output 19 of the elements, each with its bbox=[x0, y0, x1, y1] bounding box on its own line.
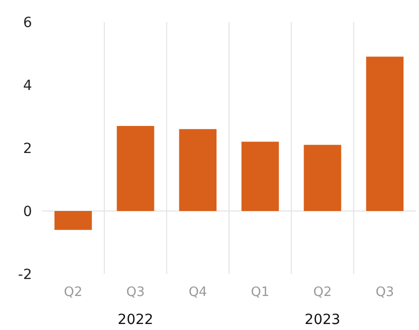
bar bbox=[54, 211, 92, 230]
y-tick-label: -2 bbox=[18, 266, 32, 283]
y-tick-label: 6 bbox=[23, 14, 32, 31]
x-tick-label: Q4 bbox=[188, 285, 208, 300]
bar bbox=[241, 142, 279, 211]
bar bbox=[116, 126, 154, 211]
x-tick-label: Q3 bbox=[376, 285, 394, 300]
y-tick-label: 4 bbox=[23, 78, 32, 94]
text: 2023 bbox=[304, 312, 340, 328]
x-tick-label: Q2 bbox=[64, 285, 82, 300]
x-tick-label: Q2 bbox=[313, 285, 332, 300]
y-tick-label: 0 bbox=[23, 204, 32, 220]
bar bbox=[366, 56, 404, 211]
y-tick-label: 2 bbox=[23, 140, 32, 157]
text: 2022 bbox=[118, 312, 154, 328]
bar bbox=[304, 144, 342, 211]
x-tick-label: Q3 bbox=[126, 285, 145, 300]
bar bbox=[179, 129, 217, 211]
x-tick-label: Q1 bbox=[250, 285, 270, 300]
